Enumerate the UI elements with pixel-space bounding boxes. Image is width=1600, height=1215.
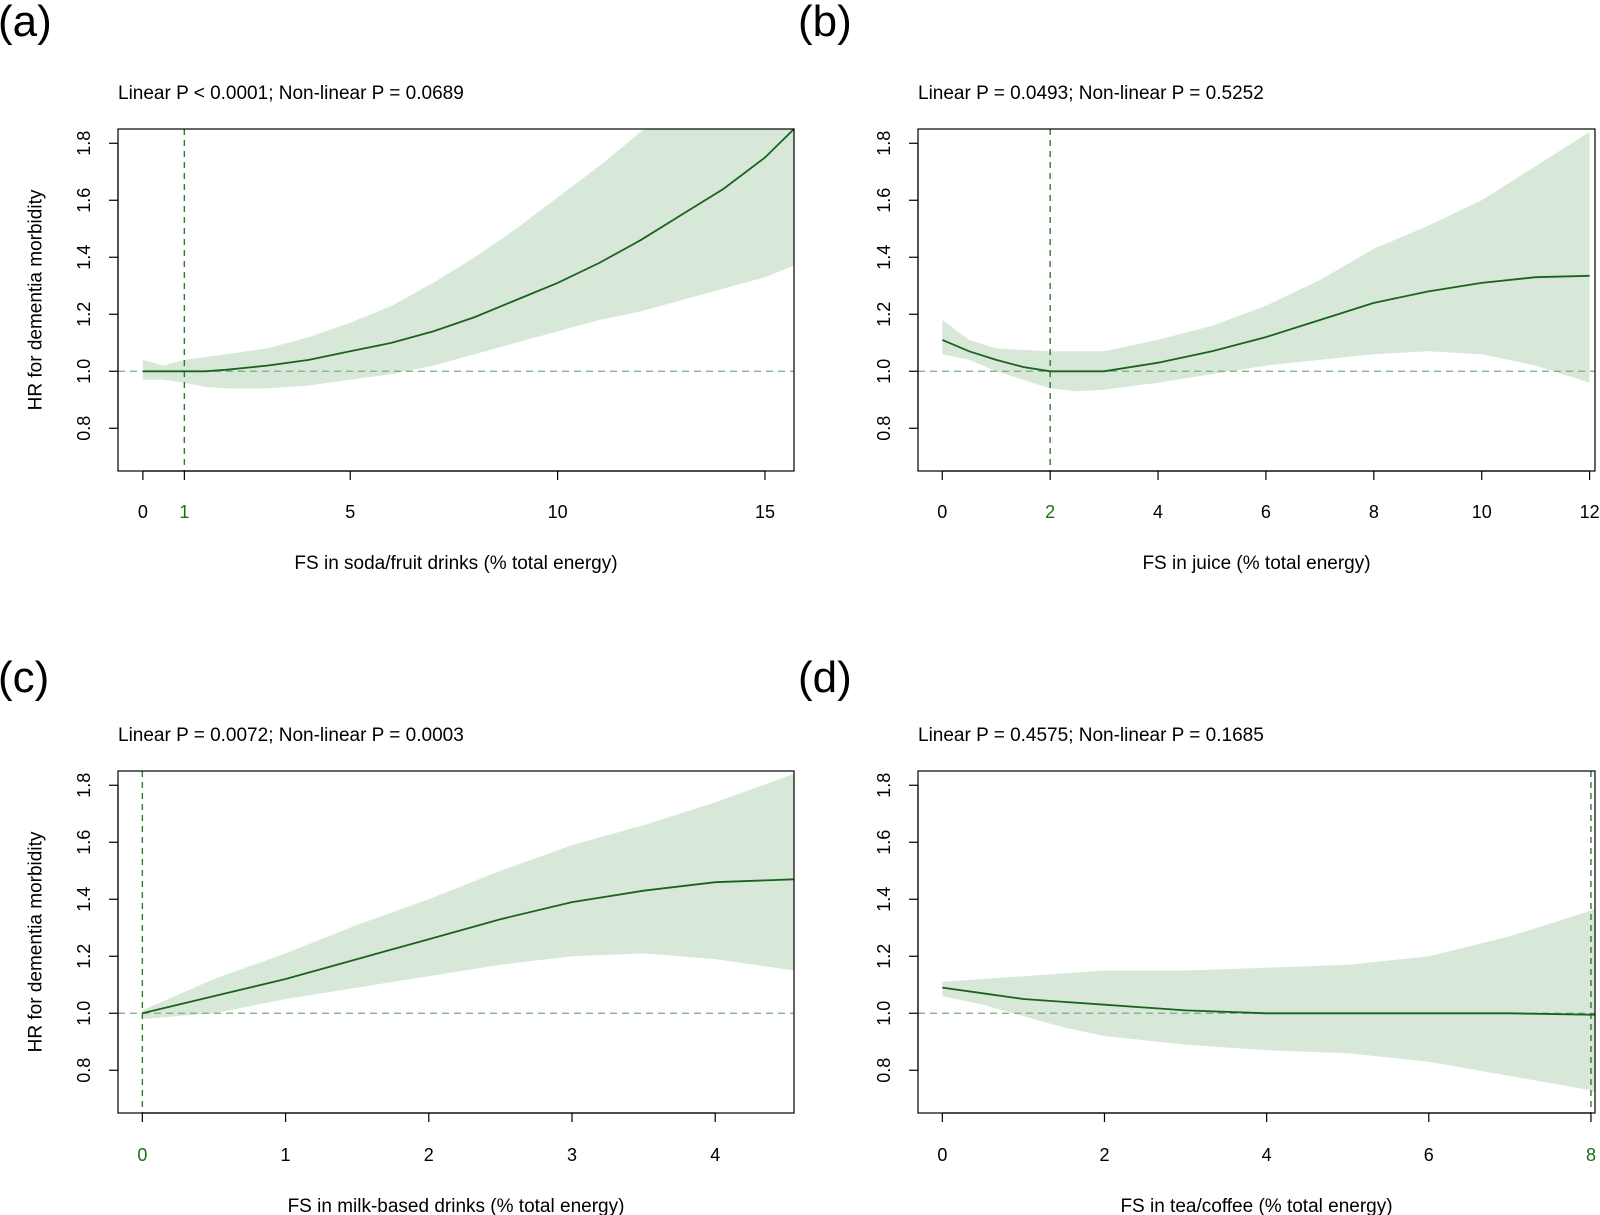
x-tick-label-b-4: 8 (1369, 502, 1379, 522)
x-tick-label-d-4: 8 (1586, 1145, 1596, 1165)
x-tick-label-a-1: 1 (179, 502, 189, 522)
hr-curve-c (142, 878, 794, 1015)
x-tick-label-c-0: 0 (137, 1145, 147, 1165)
pvalue-subtitle-d: Linear P = 0.4575; Non-linear P = 0.1685 (918, 725, 1264, 746)
x-tick-label-d-3: 6 (1424, 1145, 1434, 1165)
y-tick-label-c-3: 1.4 (74, 887, 94, 912)
plot-area-c (118, 771, 794, 1113)
y-tick-label-c-1: 1.0 (74, 1001, 94, 1026)
plot-area-d (918, 771, 1595, 1113)
plot-area-b (918, 129, 1595, 471)
pvalue-subtitle-b: Linear P = 0.0493; Non-linear P = 0.5252 (918, 83, 1264, 104)
panel-label-b: (b) (798, 0, 852, 46)
y-tick-label-b-5: 1.8 (874, 131, 894, 156)
y-tick-label-c-0: 0.8 (74, 1058, 94, 1083)
panel-c: 0 1 2 3 4 0.8 1.0 1.2 1.4 1.6 1.8 HR for dementia m… (0, 653, 795, 1215)
y-tick-label-a-2: 1.2 (74, 302, 94, 327)
hr-curve-b (941, 274, 1590, 373)
y-tick-label-a-3: 1.4 (74, 245, 94, 270)
pvalue-subtitle-c: Linear P = 0.0072; Non-linear P = 0.0003 (118, 725, 464, 746)
hr-curve-d (942, 986, 1595, 1016)
y-tick-label-b-1: 1.0 (874, 359, 894, 384)
y-tick-label-d-5: 1.8 (874, 773, 894, 798)
x-axis-title-c: FS in milk-based drinks (% total energy) (288, 1196, 625, 1215)
panel-label-a: (a) (0, 0, 52, 46)
x-tick-label-b-3: 6 (1261, 502, 1271, 522)
panel-label-d: (d) (798, 653, 852, 702)
x-tick-label-c-4: 4 (710, 1145, 720, 1165)
y-tick-label-b-0: 0.8 (874, 416, 894, 441)
x-tick-label-a-0: 0 (138, 502, 148, 522)
x-tick-label-c-2: 2 (424, 1145, 434, 1165)
panel-a: 0 1 5 10 150.81.01.21.41.61.8HR for dementia… (0, 0, 795, 574)
y-tick-label-d-4: 1.6 (874, 830, 894, 855)
y-tick-label-a-0: 0.8 (74, 416, 94, 441)
x-tick-label-c-1: 1 (281, 1145, 291, 1165)
pvalue-subtitle-a: Linear P < 0.0001; Non-linear P = 0.0689 (118, 83, 464, 104)
x-tick-label-d-0: 0 (937, 1145, 947, 1165)
confidence-band-c (142, 773, 794, 1019)
x-axis-title-d: FS in tea/coffee (% total energy) (1120, 1196, 1392, 1215)
y-tick-label-d-1: 1.0 (874, 1001, 894, 1026)
y-tick-label-d-2: 1.2 (874, 944, 894, 969)
y-tick-label-c-2: 1.2 (74, 944, 94, 969)
y-axis-title-a: HR for dementia morbidity (26, 189, 47, 410)
y-tick-label-c-5: 1.8 (74, 773, 94, 798)
x-tick-label-c-3: 3 (567, 1145, 577, 1165)
panel-b: 0 2 4 6 8 10 12 0.8 1.0 1.2 1.4 1.6 1.8 FS in juice (… (798, 0, 1600, 574)
x-tick-label-a-4: 15 (755, 502, 775, 522)
plot-area-a (118, 129, 794, 471)
x-tick-label-b-1: 2 (1045, 502, 1055, 522)
x-axis-title-a: FS in soda/fruit drinks (% total energy) (294, 553, 617, 574)
y-tick-label-a-5: 1.8 (74, 131, 94, 156)
y-tick-label-a-1: 1.0 (74, 359, 94, 384)
confidence-band-a (142, 129, 794, 389)
panel-d: 0 2 4 6 8 0.8 1.0 1.2 1.4 1.6 1.8 FS in tea/coffee … (798, 653, 1596, 1215)
panel-label-c: (c) (0, 653, 49, 702)
y-tick-label-a-4: 1.6 (74, 188, 94, 213)
x-axis-title-b: FS in juice (% total energy) (1142, 553, 1370, 574)
confidence-band-b (942, 131, 1590, 392)
hr-curve-a (142, 129, 794, 373)
y-tick-label-d-3: 1.4 (874, 887, 894, 912)
y-tick-label-b-4: 1.6 (874, 188, 894, 213)
x-tick-label-b-5: 10 (1472, 502, 1492, 522)
x-tick-label-b-2: 4 (1153, 502, 1163, 522)
x-tick-label-b-0: 0 (937, 502, 947, 522)
y-tick-label-d-0: 0.8 (874, 1058, 894, 1083)
x-tick-label-a-3: 10 (548, 502, 568, 522)
y-tick-label-c-4: 1.6 (74, 830, 94, 855)
x-tick-label-b-6: 12 (1580, 502, 1600, 522)
confidence-band-d (942, 907, 1595, 1093)
y-tick-label-b-2: 1.2 (874, 302, 894, 327)
y-tick-label-b-3: 1.4 (874, 245, 894, 270)
x-tick-label-d-1: 2 (1099, 1145, 1109, 1165)
y-axis-title-c: HR for dementia morbidity (26, 831, 47, 1052)
x-tick-label-d-2: 4 (1262, 1145, 1272, 1165)
x-tick-label-a-2: 5 (345, 502, 355, 522)
